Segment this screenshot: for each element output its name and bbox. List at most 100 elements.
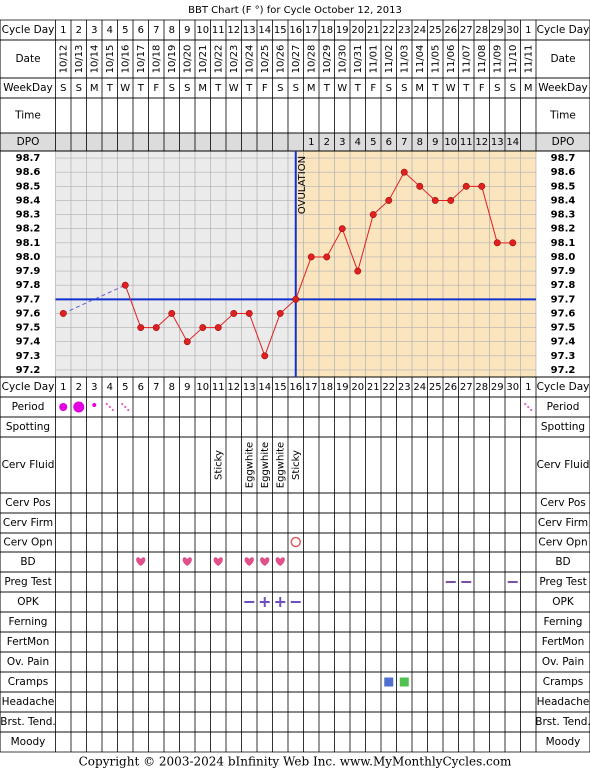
cycle-day: 28 bbox=[475, 25, 488, 36]
row-label: Period bbox=[547, 401, 580, 413]
dpo: 13 bbox=[491, 137, 504, 148]
dpo: 11 bbox=[460, 137, 473, 148]
weekday: W bbox=[229, 83, 239, 94]
row-label: OPK bbox=[17, 596, 40, 608]
row-label: Cerv Fluid bbox=[2, 459, 55, 471]
date: 10/26 bbox=[275, 45, 286, 74]
temp-point bbox=[199, 324, 207, 332]
row-label: Date bbox=[550, 53, 575, 65]
date: 10/21 bbox=[198, 45, 209, 74]
date: 10/12 bbox=[58, 45, 69, 74]
temp-point bbox=[121, 281, 129, 289]
temp-point bbox=[447, 196, 455, 204]
weekday: F bbox=[479, 83, 485, 94]
y-tick-label: 98.4 bbox=[551, 195, 576, 206]
row-label: BD bbox=[20, 556, 35, 568]
date: 11/10 bbox=[508, 45, 519, 74]
row-label: Cerv Firm bbox=[3, 517, 53, 529]
dpo: 9 bbox=[432, 137, 438, 148]
weekday: T bbox=[106, 83, 114, 94]
cycle-day: 22 bbox=[382, 25, 395, 36]
cycle-day: 28 bbox=[475, 382, 488, 393]
dpo: 8 bbox=[417, 137, 423, 148]
period-dot bbox=[111, 408, 114, 412]
temp-point bbox=[152, 324, 160, 332]
date: 10/20 bbox=[182, 45, 193, 74]
row-label: Cycle Day bbox=[2, 24, 55, 36]
temp-point bbox=[431, 196, 439, 204]
cycle-day: 1 bbox=[60, 382, 66, 393]
bd-heart bbox=[136, 557, 146, 566]
cycle-day: 30 bbox=[506, 25, 519, 36]
period-icon bbox=[73, 401, 85, 413]
weekday: T bbox=[354, 83, 362, 94]
date: 10/25 bbox=[260, 45, 271, 74]
cycle-day: 16 bbox=[289, 25, 302, 36]
cycle-day: 10 bbox=[196, 25, 209, 36]
date: 11/06 bbox=[446, 45, 457, 74]
date: 11/11 bbox=[523, 45, 534, 74]
cycle-day: 24 bbox=[413, 382, 426, 393]
cycle-day: 21 bbox=[367, 382, 380, 393]
y-tick-label: 98.4 bbox=[16, 195, 41, 206]
y-tick-label: 98.3 bbox=[551, 210, 576, 221]
gap-connector bbox=[63, 284, 126, 314]
cycle-day: 17 bbox=[305, 25, 318, 36]
cycle-day: 26 bbox=[444, 382, 457, 393]
cycle-day: 18 bbox=[320, 382, 333, 393]
period-dot bbox=[124, 405, 127, 409]
date: 11/02 bbox=[384, 45, 395, 74]
row-label: Time bbox=[14, 110, 41, 122]
cycle-day: 30 bbox=[506, 382, 519, 393]
cerv-fluid: Eggwhite bbox=[275, 442, 286, 488]
weekday: S bbox=[293, 83, 299, 94]
cycle-day: 9 bbox=[184, 25, 190, 36]
cramps-icon bbox=[384, 677, 394, 687]
cycle-day: 11 bbox=[212, 382, 225, 393]
row-label: BD bbox=[555, 556, 570, 568]
y-tick-label: 97.7 bbox=[16, 294, 41, 305]
cycle-day: 21 bbox=[367, 25, 380, 36]
cycle-day: 20 bbox=[351, 25, 364, 36]
dpo: 3 bbox=[339, 137, 345, 148]
cycle-day: 29 bbox=[491, 382, 504, 393]
dpo: 2 bbox=[324, 137, 330, 148]
y-tick-label: 98.7 bbox=[16, 153, 41, 164]
row-label: Cycle Day bbox=[2, 381, 55, 393]
temp-point bbox=[183, 338, 191, 346]
period-dot bbox=[105, 402, 108, 406]
y-tick-label: 97.6 bbox=[16, 308, 41, 319]
temp-point bbox=[245, 309, 253, 317]
cycle-day: 9 bbox=[184, 382, 190, 393]
row-label: Ov. Pain bbox=[542, 656, 584, 668]
row-label: Cerv Pos bbox=[5, 497, 51, 509]
dpo: 4 bbox=[355, 137, 361, 148]
weekday: T bbox=[137, 83, 145, 94]
cerv-fluid: Eggwhite bbox=[244, 442, 255, 488]
y-tick-label: 97.2 bbox=[16, 365, 41, 376]
row-label: Cerv Fluid bbox=[537, 459, 590, 471]
row-label: DPO bbox=[17, 136, 40, 148]
bd-heart bbox=[260, 557, 270, 566]
date: 10/22 bbox=[213, 45, 224, 74]
period-icon bbox=[92, 403, 97, 407]
row-label: Cerv Firm bbox=[538, 517, 588, 529]
temp-point bbox=[338, 225, 346, 233]
cycle-day: 1 bbox=[525, 25, 531, 36]
cycle-day: 4 bbox=[107, 382, 113, 393]
cycle-day: 8 bbox=[169, 25, 175, 36]
weekday: T bbox=[214, 83, 222, 94]
y-tick-label: 97.5 bbox=[551, 323, 576, 334]
y-tick-label: 98.2 bbox=[16, 224, 41, 235]
row-label: Cramps bbox=[543, 676, 583, 688]
y-tick-label: 97.5 bbox=[16, 323, 41, 334]
temp-point bbox=[493, 239, 501, 247]
date: 10/27 bbox=[291, 45, 302, 74]
row-label: Period bbox=[12, 401, 45, 413]
temp-point bbox=[416, 182, 424, 190]
cycle-day: 26 bbox=[444, 25, 457, 36]
temp-point bbox=[462, 182, 470, 190]
y-tick-label: 97.6 bbox=[551, 308, 576, 319]
cycle-day: 8 bbox=[169, 382, 175, 393]
dpo: 7 bbox=[401, 137, 407, 148]
